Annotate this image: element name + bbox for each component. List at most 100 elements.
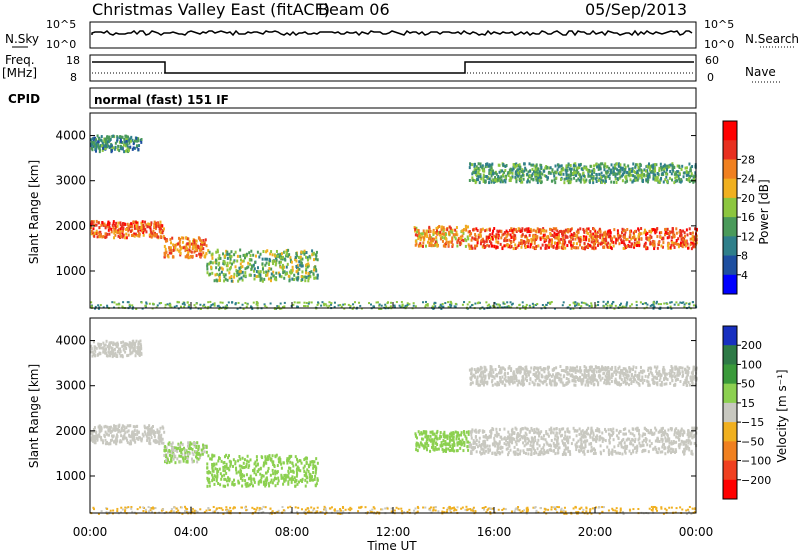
velocity-cell	[287, 469, 290, 473]
velocity-cell	[206, 462, 209, 466]
velocity-cell	[503, 427, 506, 431]
power-cell	[649, 168, 652, 172]
power-cell	[489, 168, 492, 172]
power-cell	[214, 273, 217, 277]
velocity-cell	[290, 454, 293, 458]
velocity-cell	[239, 457, 242, 461]
velocity-cell	[132, 438, 135, 442]
ground-scatter-cell	[426, 303, 429, 306]
ground-scatter-cell	[148, 302, 151, 305]
velocity-cell	[458, 433, 461, 437]
power-cell	[148, 222, 151, 226]
power-cell	[150, 221, 153, 225]
velocity-cell	[238, 455, 241, 459]
power-cell	[642, 178, 645, 182]
power-cell	[108, 146, 111, 150]
power-cell	[543, 169, 546, 173]
power-cell	[510, 227, 513, 231]
ground-scatter-cell	[189, 307, 192, 310]
ground-scatter-cell	[660, 303, 663, 306]
power-cell	[695, 227, 698, 231]
velocity-cell	[224, 469, 227, 473]
power-cell	[613, 235, 616, 239]
power-cell	[441, 232, 444, 236]
ground-scatter-cell	[111, 301, 114, 304]
power-cell	[666, 244, 669, 248]
velocity-cell	[116, 439, 119, 443]
power-cell	[588, 243, 591, 247]
power-cell	[289, 256, 292, 260]
ground-scatter-cell	[433, 302, 436, 305]
power-cell	[265, 261, 268, 265]
power-cell	[244, 253, 247, 257]
power-cell	[250, 267, 253, 271]
power-cell	[507, 243, 510, 247]
velocity-cell	[661, 426, 664, 430]
velocity-cell	[312, 463, 315, 467]
power-cell	[115, 229, 118, 233]
velocity-cell	[589, 442, 592, 446]
velocity-cell	[225, 462, 228, 466]
ground-scatter-cell	[399, 306, 402, 309]
power-cell	[628, 235, 631, 239]
power-cell	[459, 241, 462, 245]
velocity-cell	[171, 454, 174, 458]
velocity-cell	[225, 479, 228, 483]
velocity-cell	[115, 427, 118, 431]
power-cell	[666, 227, 669, 231]
velocity-cell	[93, 441, 96, 445]
power-cell	[514, 172, 517, 176]
velocity-cell	[109, 438, 112, 442]
ground-scatter-cell	[393, 304, 396, 307]
ground-scatter-cell	[263, 303, 266, 306]
power-cell	[539, 237, 542, 241]
power-cell	[572, 172, 575, 176]
power-cell	[607, 174, 610, 178]
power-cell	[525, 168, 528, 172]
velocity-cell	[239, 473, 242, 477]
power-cell	[651, 165, 654, 169]
velocity-cell	[589, 435, 592, 439]
power-cell	[244, 271, 247, 275]
power-cell	[567, 230, 570, 234]
power-cell	[493, 180, 496, 184]
power-cell	[99, 234, 102, 238]
velocity-cell	[105, 432, 108, 436]
power-cell	[501, 180, 504, 184]
power-cell	[125, 142, 128, 146]
velocity-cell	[232, 483, 235, 487]
velocity-cell	[176, 449, 179, 453]
power-cell	[223, 275, 226, 279]
power-cell	[609, 234, 612, 238]
velocity-cell	[187, 451, 190, 455]
power-cell	[301, 257, 304, 261]
ground-scatter-cell	[244, 301, 247, 304]
power-cell	[614, 177, 617, 181]
power-cell	[196, 248, 199, 252]
power-cell	[589, 164, 592, 168]
power-cell	[566, 228, 569, 232]
power-cell	[541, 236, 544, 240]
velocity-cell	[109, 425, 112, 429]
power-cell	[468, 178, 471, 182]
power-cell	[557, 234, 560, 238]
power-cell	[419, 242, 422, 246]
velocity-cell	[159, 435, 162, 439]
power-cell	[417, 229, 420, 233]
power-cell	[678, 171, 681, 175]
colorbar-segment	[723, 121, 737, 141]
ground-scatter-cell	[434, 301, 437, 304]
power-cell	[551, 229, 554, 233]
power-cell	[654, 163, 657, 167]
velocity-cell	[555, 444, 558, 448]
velocity-cell	[96, 434, 99, 438]
power-cell	[489, 171, 492, 175]
power-cell	[199, 254, 202, 258]
power-cell	[226, 268, 229, 272]
ground-scatter-cell	[652, 301, 655, 304]
nsky-label: N.Sky	[5, 32, 39, 46]
velocity-cell	[563, 448, 566, 452]
velocity-cell	[556, 435, 559, 439]
velocity-cell	[689, 431, 692, 435]
power-cell	[501, 169, 504, 173]
